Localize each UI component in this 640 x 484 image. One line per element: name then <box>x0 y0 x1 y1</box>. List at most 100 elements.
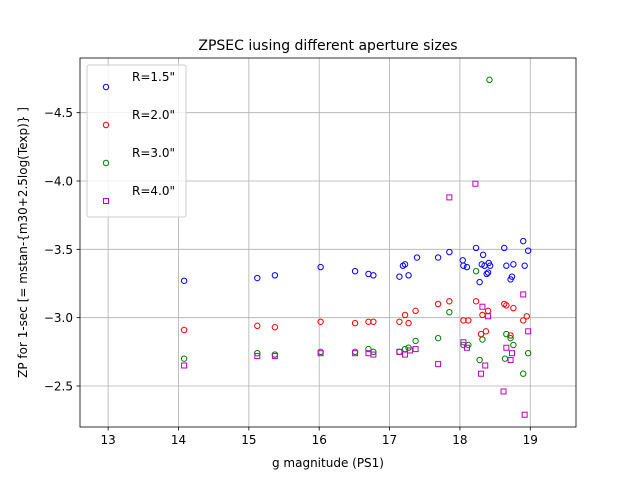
data-point <box>351 348 359 356</box>
data-point <box>484 269 492 276</box>
data-point <box>405 272 412 279</box>
data-point <box>446 309 453 316</box>
data-point <box>412 307 419 315</box>
data-point <box>180 326 188 334</box>
data-point <box>396 348 403 356</box>
axis-ticks: 13 14 15 16 17 18 19 −2.5 −3.0 −3.5 −4.0 −4.5 <box>44 106 538 447</box>
data-point <box>446 248 453 256</box>
data-point <box>510 304 517 312</box>
data-point <box>521 411 528 418</box>
data-point <box>520 291 527 298</box>
data-point <box>486 262 494 269</box>
data-point <box>413 254 421 261</box>
data-point <box>478 370 485 377</box>
data-point <box>254 322 261 330</box>
data-point <box>351 319 359 327</box>
x-tick-label: 15 <box>241 433 256 447</box>
y-axis-label: ZP for 1-sec [= mstan-{m30+2.5log(Texp)}… <box>16 107 30 378</box>
chart-title: ZPSEC iusing different aperture sizes <box>198 38 457 54</box>
data-point <box>271 352 278 359</box>
data-point <box>396 348 403 355</box>
data-point <box>507 332 514 339</box>
data-point <box>483 270 490 278</box>
data-point <box>271 351 279 358</box>
data-point <box>479 336 486 343</box>
x-tick-label: 19 <box>523 433 538 447</box>
data-point <box>254 274 261 282</box>
data-point <box>523 313 530 320</box>
data-point <box>401 345 409 353</box>
data-point <box>370 351 377 358</box>
data-point <box>460 262 467 269</box>
data-point <box>459 257 466 264</box>
data-point <box>476 278 483 286</box>
data-points <box>180 76 532 418</box>
data-point <box>370 318 377 325</box>
y-tick-label: −3.5 <box>44 243 73 257</box>
data-point <box>520 317 527 324</box>
data-point <box>472 180 479 187</box>
data-point <box>479 311 486 319</box>
data-point <box>317 263 324 271</box>
data-point <box>317 318 324 325</box>
data-point <box>401 261 409 268</box>
data-point <box>507 334 514 342</box>
data-point <box>396 318 403 325</box>
data-point <box>460 339 467 346</box>
x-tick-label: 16 <box>312 433 327 447</box>
x-tick-label: 14 <box>171 433 186 447</box>
data-point <box>446 298 453 305</box>
data-point <box>524 247 532 254</box>
data-point <box>271 324 279 331</box>
data-point <box>503 302 510 309</box>
data-point <box>521 262 528 269</box>
data-point <box>510 341 517 349</box>
data-point <box>351 268 359 275</box>
data-point <box>501 355 509 362</box>
data-point <box>365 345 372 353</box>
data-point <box>465 317 472 324</box>
data-point <box>401 311 409 319</box>
legend-label: R=3.0" <box>132 146 175 160</box>
data-point <box>472 244 480 252</box>
series-3 <box>180 76 532 377</box>
data-point <box>501 244 508 252</box>
data-point <box>405 319 412 327</box>
y-tick-label: −4.0 <box>44 175 73 189</box>
data-point <box>370 272 377 279</box>
x-tick-label: 13 <box>101 433 116 447</box>
legend-marker <box>102 159 110 167</box>
data-point <box>520 237 527 245</box>
y-tick-label: −3.0 <box>44 311 73 325</box>
data-point <box>406 347 413 354</box>
data-point <box>396 273 403 280</box>
data-point <box>503 344 510 351</box>
legend-label: R=1.5" <box>132 70 175 84</box>
x-tick-label: 18 <box>452 433 467 447</box>
data-point <box>524 350 532 357</box>
data-point <box>482 362 489 369</box>
data-point <box>484 307 492 315</box>
data-point <box>520 370 527 377</box>
legend-frame <box>86 64 187 218</box>
data-point <box>463 263 471 271</box>
data-point <box>472 298 480 305</box>
data-point <box>435 361 442 368</box>
data-point <box>508 273 516 280</box>
y-tick-label: −2.5 <box>44 380 73 394</box>
legend-marker <box>103 198 109 204</box>
data-point <box>507 357 514 364</box>
data-point <box>402 351 409 358</box>
y-tick-label: −4.5 <box>44 106 73 120</box>
data-point <box>525 328 532 335</box>
data-point <box>472 268 480 275</box>
data-point <box>503 262 510 269</box>
series-1 <box>180 237 532 286</box>
data-point <box>508 350 515 357</box>
legend-marker <box>102 121 110 129</box>
data-point <box>317 348 324 356</box>
series-4 <box>181 180 532 418</box>
data-point <box>486 76 493 84</box>
legend-label: R=2.0" <box>132 108 175 122</box>
